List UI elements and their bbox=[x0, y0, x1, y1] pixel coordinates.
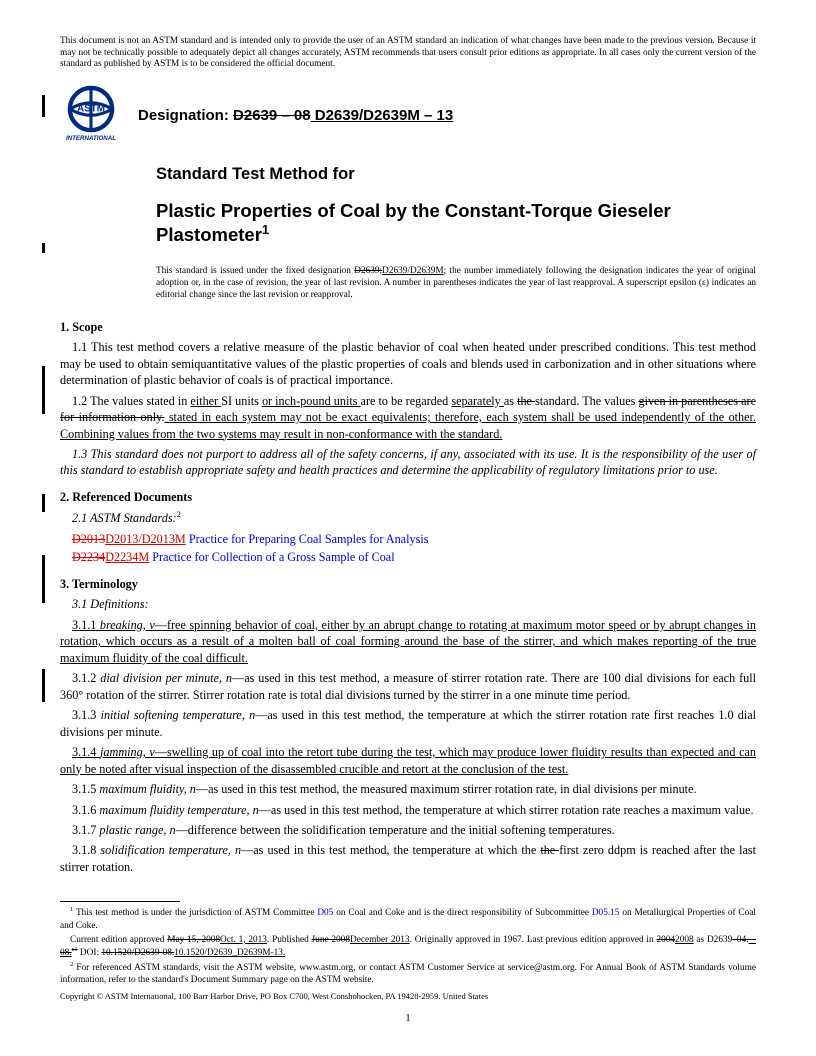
change-bar bbox=[42, 555, 45, 603]
designation-line: Designation: D2639 – 08 D2639/D2639M – 1… bbox=[138, 102, 453, 126]
change-bar bbox=[42, 95, 45, 117]
para-2-1: 2.1 ASTM Standards:2 bbox=[60, 509, 756, 527]
para-3-1-8: 3.1.8 solidification temperature, n—as u… bbox=[60, 842, 756, 875]
issued-note: This standard is issued under the fixed … bbox=[156, 265, 756, 301]
para-3-1-2: 3.1.2 dial division per minute, n—as use… bbox=[60, 670, 756, 703]
section-1-head: 1. Scope bbox=[60, 319, 756, 335]
para-3-1-7: 3.1.7 plastic range, n—difference betwee… bbox=[60, 822, 756, 838]
svg-text:ASTM: ASTM bbox=[77, 103, 105, 114]
std-prefix: Standard Test Method for bbox=[156, 163, 756, 185]
footnote-ref-1: 1 bbox=[262, 222, 269, 237]
header-row: ASTM INTERNATIONAL Designation: D2639 – … bbox=[60, 83, 756, 145]
footnote-edition: Current edition approved May 15, 2008Oct… bbox=[60, 934, 756, 959]
footnote-1: 1 This test method is under the jurisdic… bbox=[60, 906, 756, 931]
para-1-2: 1.2 The values stated in either SI units… bbox=[60, 393, 756, 442]
para-1-3: 1.3 This standard does not purport to ad… bbox=[60, 446, 756, 479]
ref-line-1: D2013D2013/D2013M Practice for Preparing… bbox=[60, 531, 756, 547]
change-bar bbox=[42, 669, 45, 702]
astm-logo: ASTM INTERNATIONAL bbox=[60, 83, 122, 145]
para-1-1: 1.1 This test method covers a relative m… bbox=[60, 339, 756, 388]
designation-old: D2639 – 08 bbox=[233, 107, 311, 124]
top-disclaimer: This document is not an ASTM standard an… bbox=[60, 36, 756, 71]
para-3-1: 3.1 Definitions: bbox=[60, 596, 756, 612]
std-title: Plastic Properties of Coal by the Consta… bbox=[156, 199, 756, 246]
section-3-head: 3. Terminology bbox=[60, 576, 756, 592]
title-block: Standard Test Method for Plastic Propert… bbox=[156, 163, 756, 247]
change-bar bbox=[42, 494, 45, 512]
page-number: 1 bbox=[405, 1011, 411, 1026]
para-3-1-3: 3.1.3 initial softening temperature, n—a… bbox=[60, 707, 756, 740]
footnote-rule bbox=[60, 901, 180, 902]
footnotes-body: 1 This test method is under the jurisdic… bbox=[60, 906, 756, 986]
para-3-1-6: 3.1.6 maximum fluidity temperature, n—as… bbox=[60, 802, 756, 818]
para-3-1-5: 3.1.5 maximum fluidity, n—as used in thi… bbox=[60, 781, 756, 797]
copyright-line: Copyright © ASTM International, 100 Barr… bbox=[60, 991, 488, 1002]
footnote-2: 2 For referenced ASTM standards, visit t… bbox=[60, 961, 756, 986]
para-3-1-4: 3.1.4 jamming, v—swelling up of coal int… bbox=[60, 744, 756, 777]
svg-text:INTERNATIONAL: INTERNATIONAL bbox=[66, 135, 116, 142]
ref-line-2: D2234D2234M Practice for Collection of a… bbox=[60, 549, 756, 565]
designation-new: D2639/D2639M – 13 bbox=[311, 107, 454, 124]
change-bar bbox=[42, 243, 45, 253]
para-3-1-1: 3.1.1 breaking, v—free spinning behavior… bbox=[60, 617, 756, 666]
change-bar bbox=[42, 366, 45, 414]
section-2-head: 2. Referenced Documents bbox=[60, 489, 756, 505]
designation-label: Designation: bbox=[138, 107, 233, 124]
